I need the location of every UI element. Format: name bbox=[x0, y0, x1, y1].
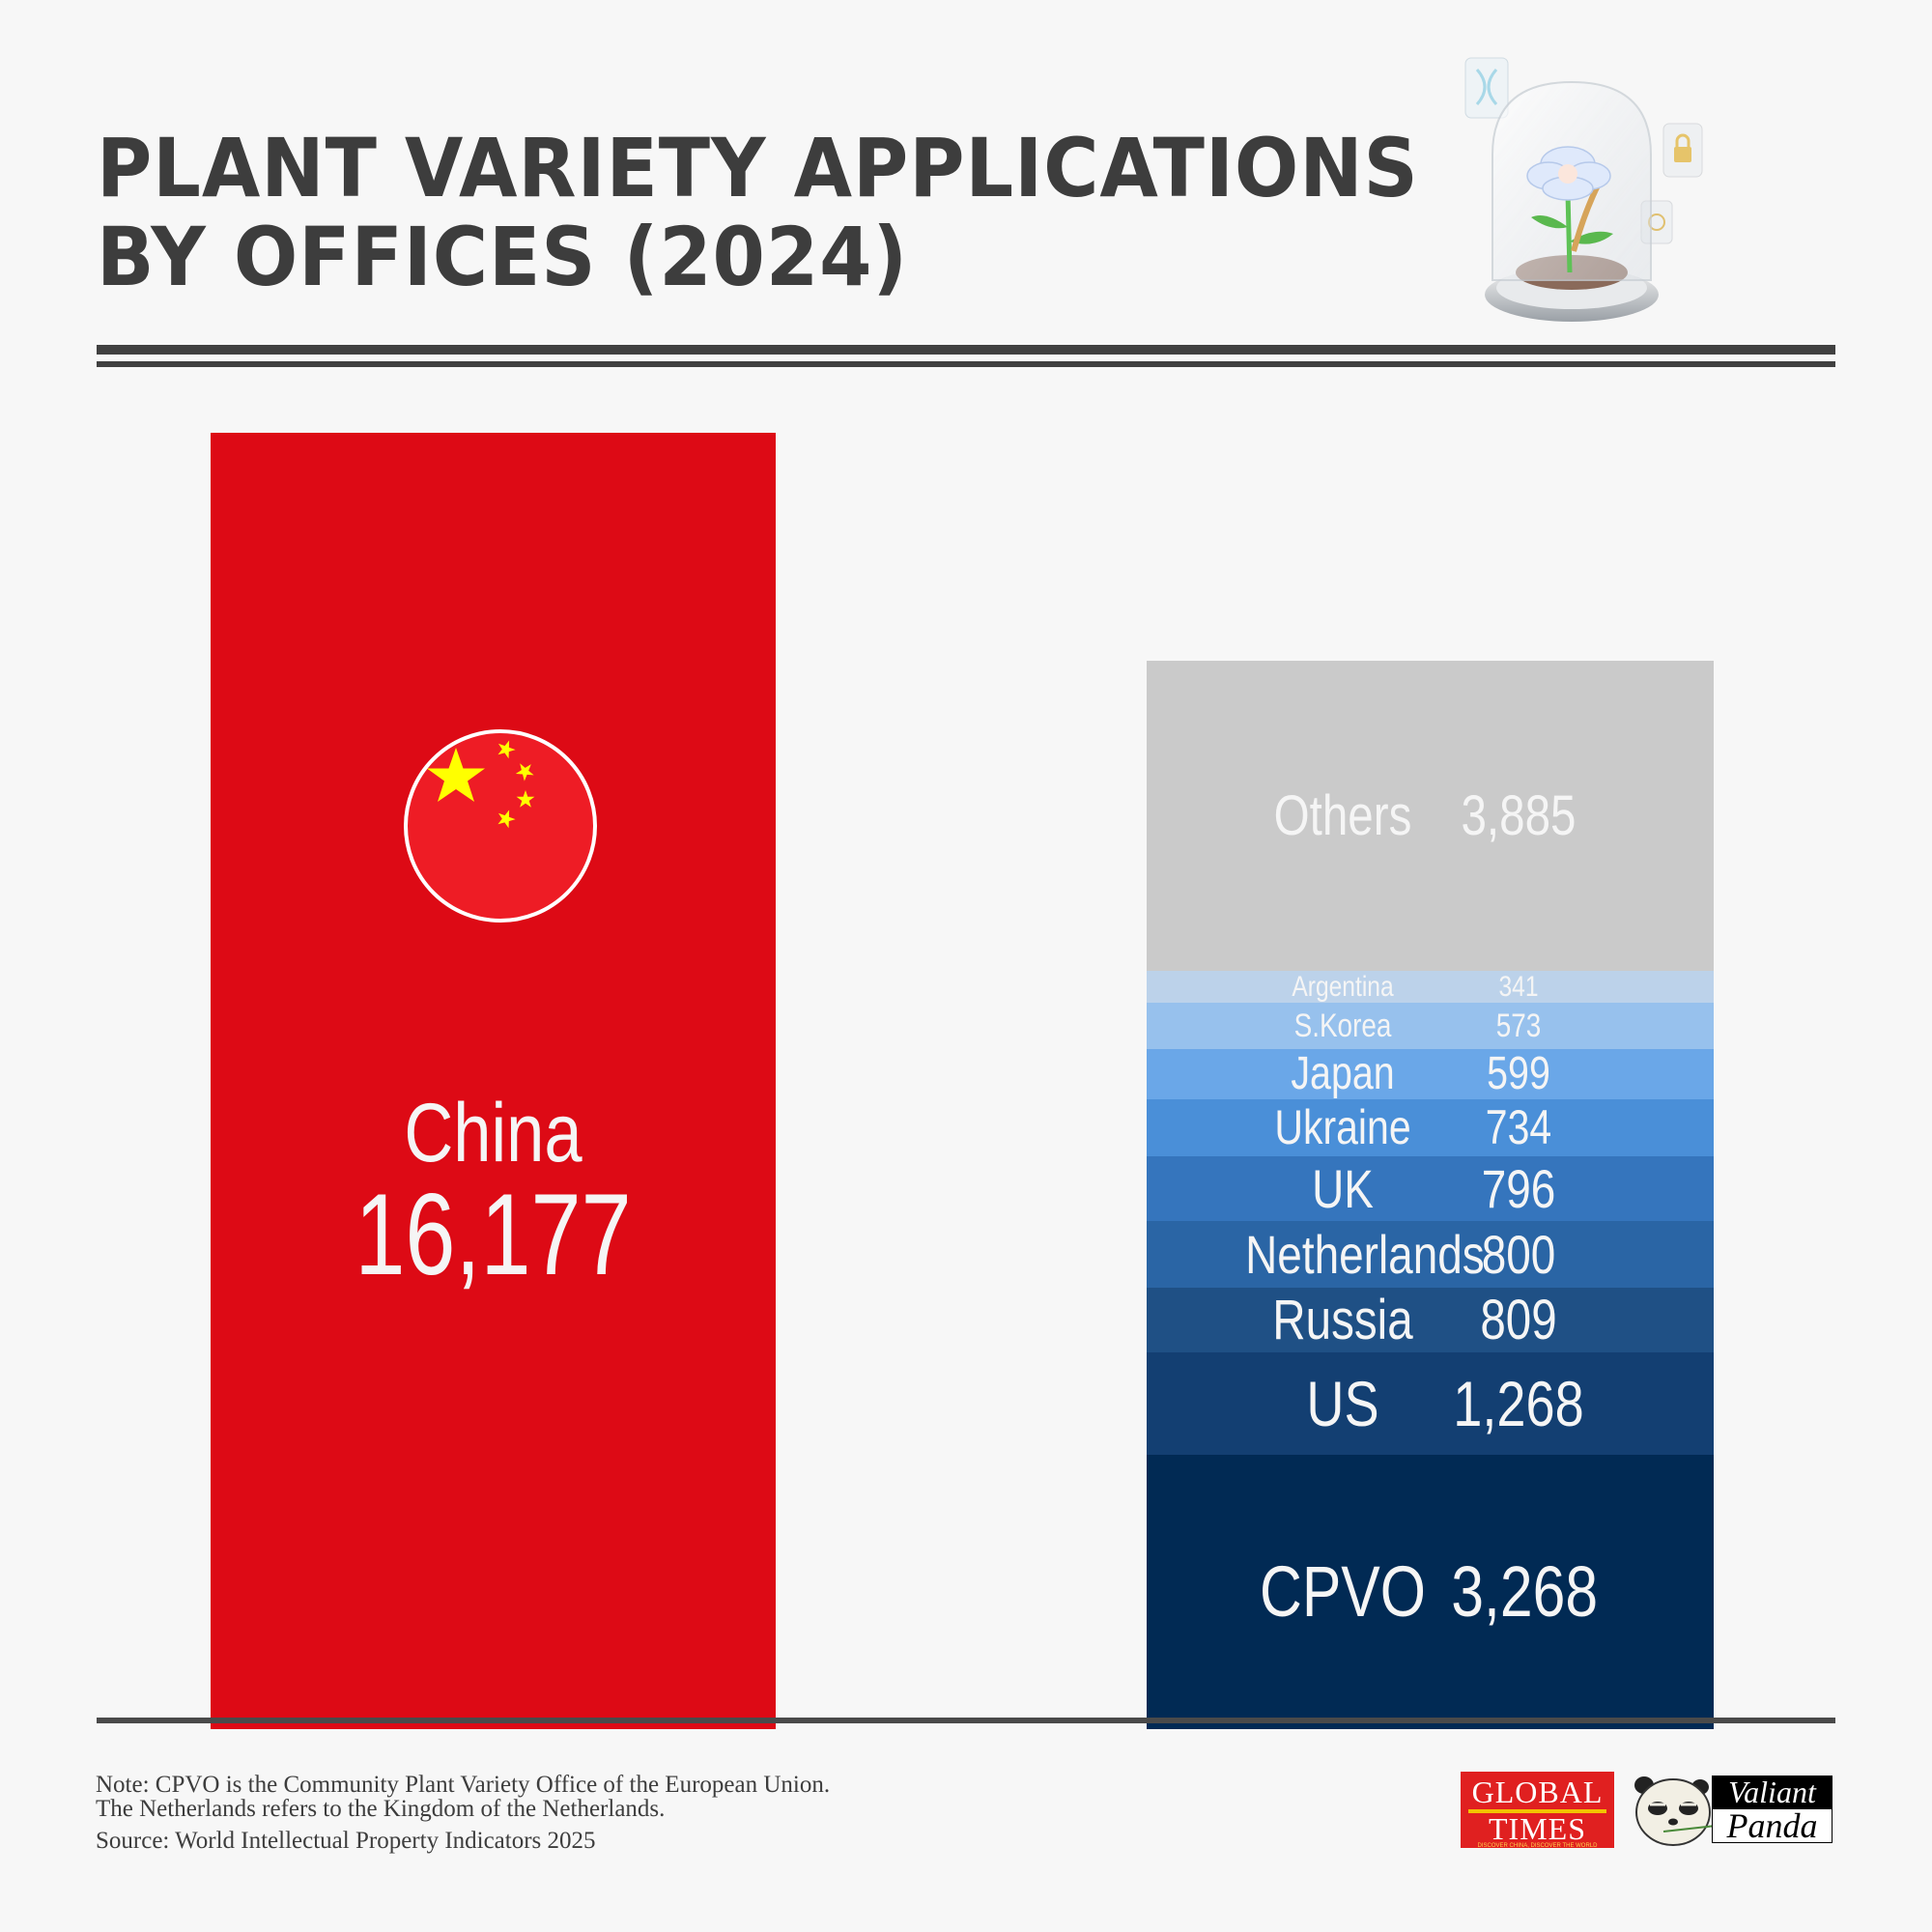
china-value: 16,177 bbox=[355, 1170, 632, 1299]
segment-value: 734 bbox=[1485, 1100, 1552, 1154]
global-times-logo: GLOBAL TIMES DISCOVER CHINA, DISCOVER TH… bbox=[1461, 1772, 1614, 1849]
chart-title: PLANT VARIETY APPLICATIONS BY OFFICES (2… bbox=[97, 121, 1419, 304]
segment-label: Japan bbox=[1291, 1048, 1395, 1099]
bar-segment-s-korea: S.Korea 573 bbox=[1147, 1003, 1714, 1049]
segment-label: S.Korea bbox=[1293, 1008, 1392, 1044]
header-rule-thin bbox=[97, 361, 1835, 367]
valiant-panda-line2: Panda bbox=[1712, 1808, 1833, 1843]
global-times-line1: GLOBAL bbox=[1471, 1775, 1604, 1809]
bar-segment-us: US 1,268 bbox=[1147, 1352, 1714, 1455]
note-cpvo: Note: CPVO is the Community Plant Variet… bbox=[96, 1772, 831, 1798]
note-netherlands: The Netherlands refers to the Kingdom of… bbox=[96, 1796, 666, 1822]
valiant-panda-line1: Valiant bbox=[1712, 1776, 1833, 1808]
china-flag-circle-icon bbox=[403, 728, 598, 923]
source-text: Source: World Intellectual Property Indi… bbox=[96, 1828, 596, 1854]
segment-value: 3,885 bbox=[1461, 784, 1577, 847]
bar-segment-russia: Russia 809 bbox=[1147, 1288, 1714, 1352]
segment-label: UK bbox=[1312, 1158, 1374, 1219]
segment-label: Netherlands bbox=[1245, 1224, 1485, 1285]
china-label: China bbox=[404, 1087, 582, 1179]
bar-segment-cpvo: CPVO 3,268 bbox=[1147, 1455, 1714, 1729]
bar-segment-netherlands: Netherlands 800 bbox=[1147, 1221, 1714, 1288]
segment-value: 573 bbox=[1495, 1008, 1542, 1044]
segment-value: 341 bbox=[1498, 971, 1539, 1003]
bar-china bbox=[211, 433, 776, 1729]
segment-label: Argentina bbox=[1292, 971, 1394, 1003]
segment-label: Russia bbox=[1272, 1289, 1413, 1351]
bar-segment-ukraine: Ukraine 734 bbox=[1147, 1099, 1714, 1156]
bar-segment-argentina: Argentina 341 bbox=[1147, 971, 1714, 1003]
chart-baseline bbox=[97, 1718, 1835, 1723]
title-line-2: BY OFFICES (2024) bbox=[97, 210, 909, 304]
segment-label: CPVO bbox=[1260, 1551, 1426, 1632]
bar-segment-uk: UK 796 bbox=[1147, 1156, 1714, 1221]
valiant-panda-logo: Valiant Panda bbox=[1712, 1776, 1833, 1845]
segment-value: 800 bbox=[1481, 1224, 1556, 1285]
header-rule-thick bbox=[97, 345, 1835, 355]
bar-segment-japan: Japan 599 bbox=[1147, 1049, 1714, 1099]
stacked-bar-other-offices: Others 3,885 Argentina 341 S.Korea 573 Japan 59… bbox=[1147, 661, 1714, 1729]
logo-divider bbox=[1468, 1809, 1606, 1813]
segment-label: Ukraine bbox=[1274, 1100, 1411, 1154]
segment-value: 3,268 bbox=[1451, 1551, 1599, 1632]
segment-value: 1,268 bbox=[1453, 1368, 1584, 1439]
bar-segment-others: Others 3,885 bbox=[1147, 661, 1714, 971]
segment-label: Others bbox=[1273, 784, 1412, 847]
plant-dome-illustration-icon bbox=[1454, 48, 1710, 338]
title-line-1: PLANT VARIETY APPLICATIONS bbox=[97, 121, 1419, 215]
footnotes: Note: CPVO is the Community Plant Variet… bbox=[96, 1773, 830, 1853]
global-times-line2: TIMES bbox=[1489, 1811, 1586, 1846]
panda-mascot-icon bbox=[1631, 1772, 1718, 1849]
segment-value: 599 bbox=[1487, 1048, 1550, 1099]
global-times-tagline: DISCOVER CHINA, DISCOVER THE WORLD bbox=[1477, 1843, 1598, 1849]
segment-value: 809 bbox=[1480, 1289, 1557, 1351]
segment-value: 796 bbox=[1481, 1158, 1556, 1219]
segment-label: US bbox=[1306, 1368, 1379, 1439]
